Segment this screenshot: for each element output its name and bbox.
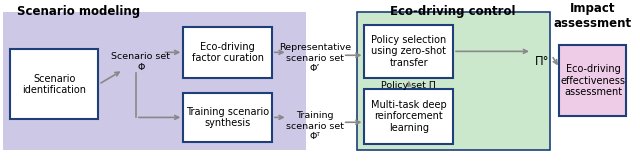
Text: Eco-driving
factor curation: Eco-driving factor curation (191, 42, 264, 63)
FancyBboxPatch shape (183, 93, 272, 142)
FancyBboxPatch shape (364, 89, 453, 144)
FancyBboxPatch shape (183, 27, 272, 78)
Text: Π°: Π° (534, 55, 549, 68)
Text: Eco-driving
effectiveness
assessment: Eco-driving effectiveness assessment (561, 64, 625, 97)
Text: Policy selection
using zero-shot
transfer: Policy selection using zero-shot transfe… (371, 35, 446, 68)
Text: Training scenario
synthesis: Training scenario synthesis (186, 107, 269, 128)
FancyBboxPatch shape (10, 50, 99, 119)
FancyBboxPatch shape (356, 12, 550, 150)
FancyBboxPatch shape (3, 12, 307, 150)
Text: Multi-task deep
reinforcement
learning: Multi-task deep reinforcement learning (371, 100, 447, 133)
Text: Eco-driving control: Eco-driving control (390, 5, 516, 18)
Text: Training
scenario set
Φᵀ: Training scenario set Φᵀ (286, 111, 344, 141)
Text: Representative
scenario set
Φ’: Representative scenario set Φ’ (279, 43, 351, 73)
FancyBboxPatch shape (364, 25, 453, 78)
Text: Policy set Π: Policy set Π (381, 81, 436, 90)
Text: Scenario
identification: Scenario identification (22, 74, 86, 95)
FancyBboxPatch shape (559, 45, 627, 116)
Text: Scenario modeling: Scenario modeling (17, 5, 140, 18)
Text: Scenario set
Φ: Scenario set Φ (111, 52, 170, 72)
Text: Impact
assessment: Impact assessment (554, 2, 632, 30)
